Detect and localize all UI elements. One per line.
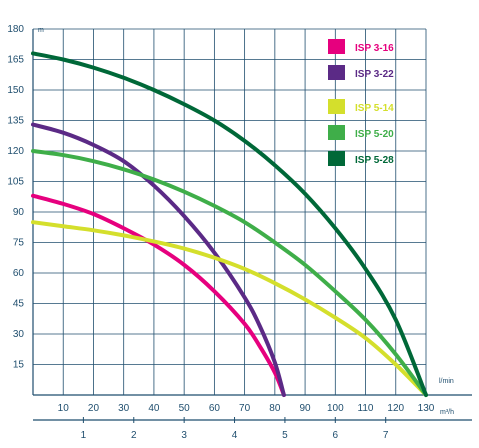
- y-tick-label: 105: [7, 177, 24, 188]
- legend-swatch-isp-3-22: [328, 65, 345, 80]
- y-tick-label: 150: [7, 85, 24, 96]
- y-tick-label: 45: [13, 299, 25, 310]
- series-line-isp-5-14: [31, 220, 428, 397]
- legend-swatch-isp-3-16: [328, 39, 345, 54]
- x-axis-unit-label: l/min: [439, 378, 454, 385]
- legend-label-isp-5-20: ISP 5-20: [355, 129, 394, 140]
- x-tick-label: 70: [239, 403, 251, 414]
- legend-label-isp-5-14: ISP 5-14: [355, 103, 394, 114]
- y-tick-label: 120: [7, 146, 24, 157]
- y-tick-label: 30: [13, 329, 25, 340]
- grid: [33, 28, 427, 395]
- x-tick-label: 90: [300, 403, 312, 414]
- legend-swatch-isp-5-14: [328, 99, 345, 114]
- x-tick-label: 60: [209, 403, 221, 414]
- x-tick-label: 80: [269, 403, 281, 414]
- x-tick-label: 110: [358, 403, 374, 414]
- x-tick-label: 20: [88, 403, 100, 414]
- axes: [32, 29, 472, 423]
- x-tick-label: 130: [418, 403, 435, 414]
- y-tick-label: 90: [13, 207, 25, 218]
- legend: ISP 3-16 ISP 3-22 ISP 5-14 ISP 5-20 ISP 5-28: [328, 39, 394, 166]
- x-tick-label: 120: [387, 403, 404, 414]
- x-tick-label: 40: [148, 403, 160, 414]
- legend-swatch-isp-5-28: [328, 151, 345, 166]
- series-line-isp-3-22: [31, 122, 286, 397]
- y-tick-label: 60: [13, 268, 25, 279]
- x-tick-label: 100: [327, 403, 344, 414]
- x2-tick-label: 2: [131, 430, 137, 441]
- x2-tick-label: 1: [81, 430, 87, 441]
- y-axis-unit-label: m: [38, 27, 44, 34]
- x2-tick-label: 4: [232, 430, 238, 441]
- legend-label-isp-3-22: ISP 3-22: [355, 69, 394, 80]
- x-tick-label: 10: [58, 403, 70, 414]
- series-line-isp-5-28: [31, 51, 428, 397]
- x-tick-label: 30: [118, 403, 130, 414]
- legend-label-isp-3-16: ISP 3-16: [355, 43, 394, 54]
- x2-tick-label: 7: [383, 430, 389, 441]
- series-lines: [31, 51, 428, 397]
- x2-tick-label: 3: [181, 430, 187, 441]
- y-tick-label: 75: [13, 238, 25, 249]
- y-tick-label: 165: [7, 55, 24, 66]
- x2-tick-label: 5: [282, 430, 288, 441]
- legend-label-isp-5-28: ISP 5-28: [355, 155, 394, 166]
- series-line-isp-5-20: [31, 149, 428, 397]
- x-tick-label: 50: [179, 403, 191, 414]
- y-tick-label: 180: [7, 24, 24, 35]
- x2-tick-label: 6: [333, 430, 339, 441]
- y-tick-label: 135: [7, 116, 24, 127]
- series-line-isp-3-16: [31, 193, 286, 397]
- y-tick-label: 15: [13, 360, 25, 371]
- x2-axis-unit-label: m³/h: [440, 409, 454, 416]
- legend-swatch-isp-5-20: [328, 125, 345, 140]
